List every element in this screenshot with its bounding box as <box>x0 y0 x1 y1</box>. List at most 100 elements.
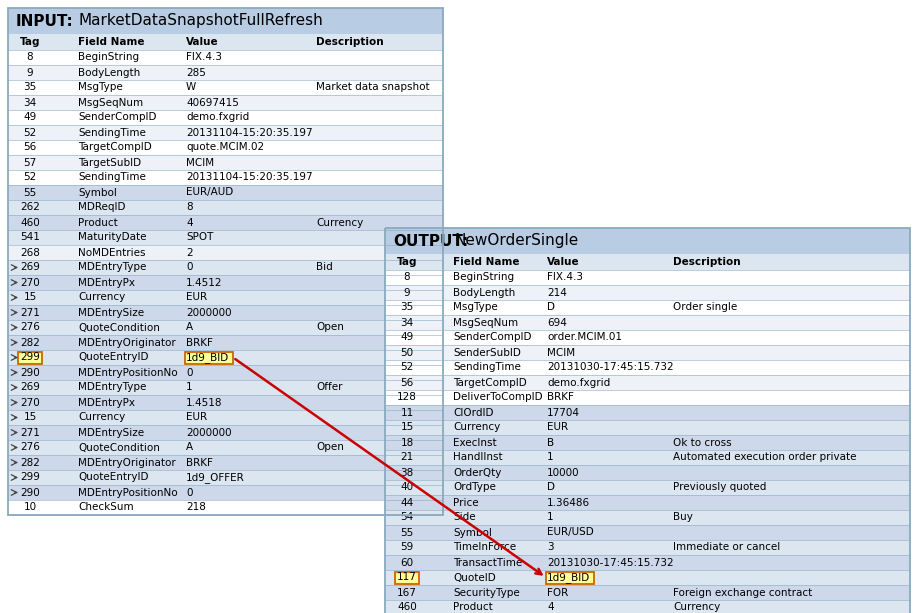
Text: 1: 1 <box>547 512 554 522</box>
Bar <box>8 95 443 110</box>
Text: HandlInst: HandlInst <box>453 452 503 462</box>
Bar <box>385 585 910 600</box>
Bar <box>8 125 443 140</box>
Text: INPUT:: INPUT: <box>16 13 73 28</box>
Text: Open: Open <box>316 443 344 452</box>
Bar <box>385 360 910 375</box>
Bar <box>8 110 443 125</box>
Text: Side: Side <box>453 512 476 522</box>
Text: 15: 15 <box>401 422 414 433</box>
Text: 268: 268 <box>20 248 40 257</box>
Bar <box>8 275 443 290</box>
Text: 0: 0 <box>186 262 193 273</box>
Text: DeliverToCompID: DeliverToCompID <box>453 392 543 403</box>
Text: 1: 1 <box>186 383 193 392</box>
Text: SendingTime: SendingTime <box>78 172 146 183</box>
Text: MDEntryPositionNo: MDEntryPositionNo <box>78 368 178 378</box>
Bar <box>8 425 443 440</box>
Text: BRKF: BRKF <box>547 392 574 403</box>
Text: 460: 460 <box>397 603 417 612</box>
Bar <box>385 525 910 540</box>
Text: 276: 276 <box>20 443 40 452</box>
Text: MaturityDate: MaturityDate <box>78 232 147 243</box>
Text: D: D <box>547 482 555 492</box>
Bar <box>8 8 443 515</box>
Bar <box>8 365 443 380</box>
Text: BRKF: BRKF <box>186 457 213 468</box>
Text: FOR: FOR <box>547 587 569 598</box>
Bar <box>8 80 443 95</box>
Text: ExecInst: ExecInst <box>453 438 497 447</box>
Bar <box>8 8 443 515</box>
Bar <box>8 185 443 200</box>
Text: 35: 35 <box>401 302 414 313</box>
Text: 1.4512: 1.4512 <box>186 278 223 287</box>
Text: 56: 56 <box>23 142 37 153</box>
Bar <box>385 480 910 495</box>
Bar <box>8 245 443 260</box>
Text: MDEntryPx: MDEntryPx <box>78 397 135 408</box>
Text: Symbol: Symbol <box>78 188 116 197</box>
Text: Description: Description <box>673 257 741 267</box>
Text: Tag: Tag <box>20 37 40 47</box>
Text: ClOrdID: ClOrdID <box>453 408 493 417</box>
Bar <box>385 345 910 360</box>
Text: Price: Price <box>453 498 479 508</box>
Bar <box>385 420 910 435</box>
Text: FIX.4.3: FIX.4.3 <box>186 53 222 63</box>
Bar <box>546 571 594 584</box>
Text: SPOT: SPOT <box>186 232 214 243</box>
Text: Foreign exchange contract: Foreign exchange contract <box>673 587 812 598</box>
Text: BodyLength: BodyLength <box>453 287 515 297</box>
Bar <box>8 320 443 335</box>
Text: 541: 541 <box>20 232 40 243</box>
Bar <box>18 351 42 364</box>
Text: 117: 117 <box>397 573 417 582</box>
Text: 290: 290 <box>20 368 39 378</box>
Text: MDEntryType: MDEntryType <box>78 262 147 273</box>
Text: B: B <box>547 438 554 447</box>
Text: TargetCompID: TargetCompID <box>78 142 151 153</box>
Text: 59: 59 <box>401 543 414 552</box>
Text: A: A <box>186 443 193 452</box>
Bar <box>8 290 443 305</box>
Text: QuoteEntryID: QuoteEntryID <box>78 473 149 482</box>
Text: 21: 21 <box>401 452 414 462</box>
Text: 282: 282 <box>20 457 40 468</box>
Bar <box>385 285 910 300</box>
Text: 54: 54 <box>401 512 414 522</box>
Text: 214: 214 <box>547 287 567 297</box>
Text: 34: 34 <box>401 318 414 327</box>
Text: 167: 167 <box>397 587 417 598</box>
Text: 11: 11 <box>401 408 414 417</box>
Text: MDReqID: MDReqID <box>78 202 126 213</box>
Text: NewOrderSingle: NewOrderSingle <box>455 234 580 248</box>
Bar <box>8 65 443 80</box>
Bar <box>8 50 443 65</box>
Text: MDEntryOriginator: MDEntryOriginator <box>78 338 176 348</box>
Text: TransactTime: TransactTime <box>453 557 523 568</box>
Text: Currency: Currency <box>673 603 720 612</box>
Text: W: W <box>186 83 196 93</box>
Text: Currency: Currency <box>316 218 363 227</box>
Text: D: D <box>547 302 555 313</box>
Bar <box>8 350 443 365</box>
Text: 8: 8 <box>27 53 33 63</box>
Text: 299: 299 <box>20 352 40 362</box>
Bar <box>8 260 443 275</box>
Text: 269: 269 <box>20 262 40 273</box>
Text: EUR: EUR <box>547 422 569 433</box>
Text: 20131104-15:20:35.197: 20131104-15:20:35.197 <box>186 128 313 137</box>
Text: BeginString: BeginString <box>78 53 139 63</box>
Text: 270: 270 <box>20 278 39 287</box>
Text: OrdType: OrdType <box>453 482 496 492</box>
Text: demo.fxgrid: demo.fxgrid <box>547 378 610 387</box>
Text: Automated execution order private: Automated execution order private <box>673 452 856 462</box>
Bar <box>8 440 443 455</box>
Text: 40697415: 40697415 <box>186 97 238 107</box>
Text: 18: 18 <box>401 438 414 447</box>
Text: 0: 0 <box>186 368 193 378</box>
Text: 60: 60 <box>401 557 414 568</box>
Bar <box>8 140 443 155</box>
Text: BeginString: BeginString <box>453 273 514 283</box>
